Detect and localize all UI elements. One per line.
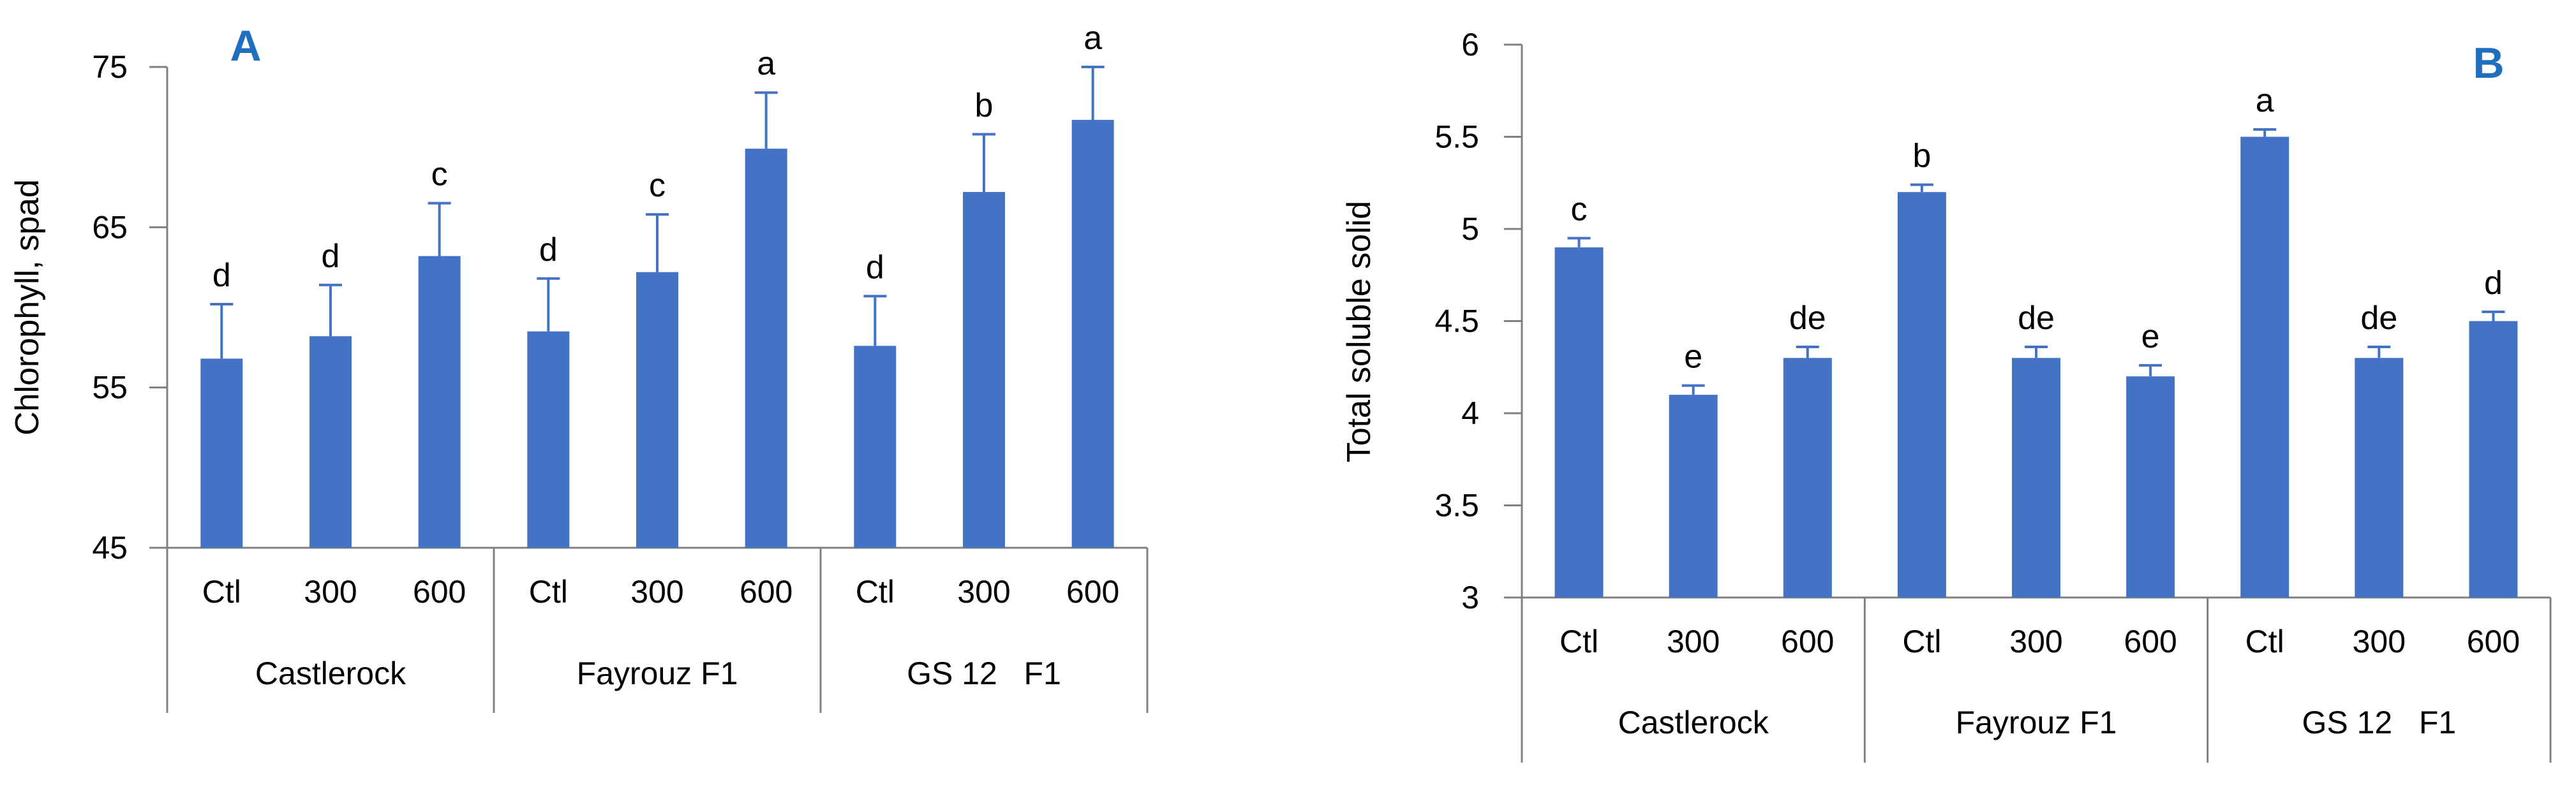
y-axis-title: Chlorophyll, spad: [9, 179, 46, 436]
bar: [745, 149, 787, 548]
bar: [1554, 247, 1604, 598]
bar: [2240, 136, 2289, 598]
bar: [2012, 358, 2060, 598]
group-label: Fayrouz F1: [577, 656, 738, 691]
significance-letter: b: [1912, 138, 1931, 175]
x-tick-label: 600: [413, 574, 466, 610]
x-tick-label: 300: [2009, 624, 2062, 659]
significance-letter: e: [2141, 318, 2160, 355]
y-tick-label: 6: [1461, 27, 1479, 62]
bar: [2355, 358, 2404, 598]
bar: [1071, 119, 1114, 548]
y-tick-label: 3.5: [1434, 488, 1479, 524]
chart-panel-B: 3 3.5 4 4.5 5 5.5 6 Total soluble solid c Ctl e 300…: [1341, 27, 2552, 763]
bar: [200, 358, 243, 548]
y-tick-label: 3: [1461, 580, 1479, 615]
bar: [963, 192, 1005, 548]
x-tick-label: Ctl: [202, 574, 241, 610]
significance-letter: a: [1083, 20, 1102, 57]
chart-panel-A: 45 55 65 75 Chlorophyll, spad d Ctl d 300 c 600 Cas…: [9, 20, 1149, 713]
x-tick-label: 600: [1781, 624, 1834, 659]
y-tick-label: 45: [92, 530, 128, 566]
x-tick-label: Ctl: [1902, 624, 1941, 659]
significance-letter: a: [757, 45, 775, 82]
x-tick-label: 300: [957, 574, 1010, 610]
panel-label: A: [230, 22, 261, 70]
significance-letter: d: [212, 257, 231, 294]
x-tick-label: Ctl: [529, 574, 568, 610]
bar: [309, 336, 352, 548]
significance-letter: d: [866, 249, 884, 286]
bar: [2126, 376, 2175, 598]
x-tick-label: 300: [1667, 624, 1720, 659]
bar: [1669, 395, 1718, 598]
x-tick-label: 600: [2124, 624, 2177, 659]
group-label: Castlerock: [255, 656, 406, 691]
significance-letter: e: [1684, 339, 1702, 376]
y-tick-label: 55: [92, 370, 128, 406]
x-tick-label: 600: [2467, 624, 2520, 659]
y-tick-label: 4: [1461, 395, 1479, 431]
y-tick-label: 4.5: [1434, 304, 1479, 339]
group-label: Castlerock: [1618, 705, 1769, 740]
x-tick-label: Ctl: [2245, 624, 2284, 659]
bar: [854, 346, 897, 548]
significance-letter: c: [431, 156, 448, 193]
y-tick-label: 65: [92, 209, 128, 245]
significance-letter: a: [2256, 82, 2274, 119]
significance-letter: de: [2018, 300, 2055, 337]
significance-letter: de: [2360, 300, 2397, 337]
significance-letter: d: [539, 231, 558, 268]
group-label: GS 12 F1: [907, 656, 1061, 691]
x-tick-label: Ctl: [856, 574, 895, 610]
significance-letter: d: [2484, 265, 2503, 302]
bar: [2469, 321, 2518, 598]
bar: [527, 331, 570, 548]
x-tick-label: 600: [740, 574, 793, 610]
significance-letter: d: [322, 238, 340, 275]
bar: [636, 272, 678, 548]
x-tick-label: 300: [630, 574, 683, 610]
significance-letter: c: [1571, 191, 1588, 228]
x-tick-label: Ctl: [1560, 624, 1598, 659]
significance-letter: b: [975, 87, 994, 124]
y-tick-label: 5: [1461, 211, 1479, 247]
panel-label: B: [2473, 39, 2504, 87]
x-tick-label: 300: [2353, 624, 2406, 659]
significance-letter: c: [649, 167, 666, 204]
bar: [1783, 358, 1832, 598]
bar: [418, 256, 461, 548]
group-label: GS 12 F1: [2302, 705, 2456, 740]
y-tick-label: 5.5: [1434, 119, 1479, 155]
y-tick-label: 75: [92, 49, 128, 85]
significance-letter: de: [1789, 300, 1826, 337]
bar: [1897, 192, 1946, 598]
x-tick-label: 300: [304, 574, 357, 610]
group-label: Fayrouz F1: [1956, 705, 2117, 740]
y-axis-title: Total soluble solid: [1341, 201, 1378, 462]
x-tick-label: 600: [1066, 574, 1119, 610]
